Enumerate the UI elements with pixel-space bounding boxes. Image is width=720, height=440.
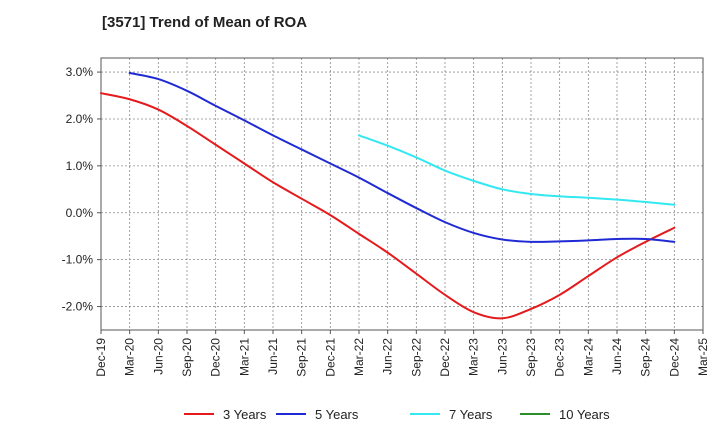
x-tick-label: Jun-20 <box>151 338 165 375</box>
y-tick-label: 0.0% <box>66 206 94 220</box>
chart-title: [3571] Trend of Mean of ROA <box>102 14 308 31</box>
x-tick-label: Sep-22 <box>409 338 423 377</box>
series-line-3-years <box>100 92 676 320</box>
x-tick-label: Mar-23 <box>467 338 481 376</box>
legend-label-5-years: 5 Years <box>315 407 359 422</box>
legend-label-7-years: 7 Years <box>449 407 493 422</box>
x-tick-label: Mar-22 <box>352 338 366 376</box>
x-tick-label: Sep-20 <box>180 338 194 377</box>
legend-label-3-years: 3 Years <box>223 407 267 422</box>
x-tick-label: Mar-25 <box>696 338 710 376</box>
y-tick-label: 2.0% <box>66 112 94 126</box>
x-tick-label: Jun-24 <box>610 338 624 375</box>
x-tick-label: Dec-19 <box>94 338 108 377</box>
x-tick-label: Dec-22 <box>438 338 452 377</box>
x-tick-label: Mar-24 <box>581 338 595 376</box>
y-tick-label: 3.0% <box>66 65 94 79</box>
x-tick-label: Jun-23 <box>495 338 509 375</box>
x-tick-label: Sep-21 <box>295 338 309 377</box>
x-tick-label: Dec-20 <box>209 338 223 377</box>
plot-area-border <box>100 57 704 331</box>
x-tick-label: Jun-21 <box>266 338 280 375</box>
x-tick-label: Jun-22 <box>381 338 395 375</box>
y-tick-label: -1.0% <box>62 253 94 267</box>
x-tick-label: Dec-23 <box>553 338 567 377</box>
x-tick-label: Sep-23 <box>524 338 538 377</box>
y-tick-label: -2.0% <box>62 300 94 314</box>
legend-label-10-years: 10 Years <box>559 407 610 422</box>
x-tick-label: Dec-21 <box>323 338 337 377</box>
x-tick-label: Mar-20 <box>123 338 137 376</box>
x-tick-label: Dec-24 <box>667 338 681 377</box>
series-line-5-years <box>128 72 676 243</box>
x-tick-label: Sep-24 <box>639 338 653 377</box>
x-tick-label: Mar-21 <box>237 338 251 376</box>
y-tick-label: 1.0% <box>66 159 94 173</box>
series-line-7-years <box>358 134 676 206</box>
